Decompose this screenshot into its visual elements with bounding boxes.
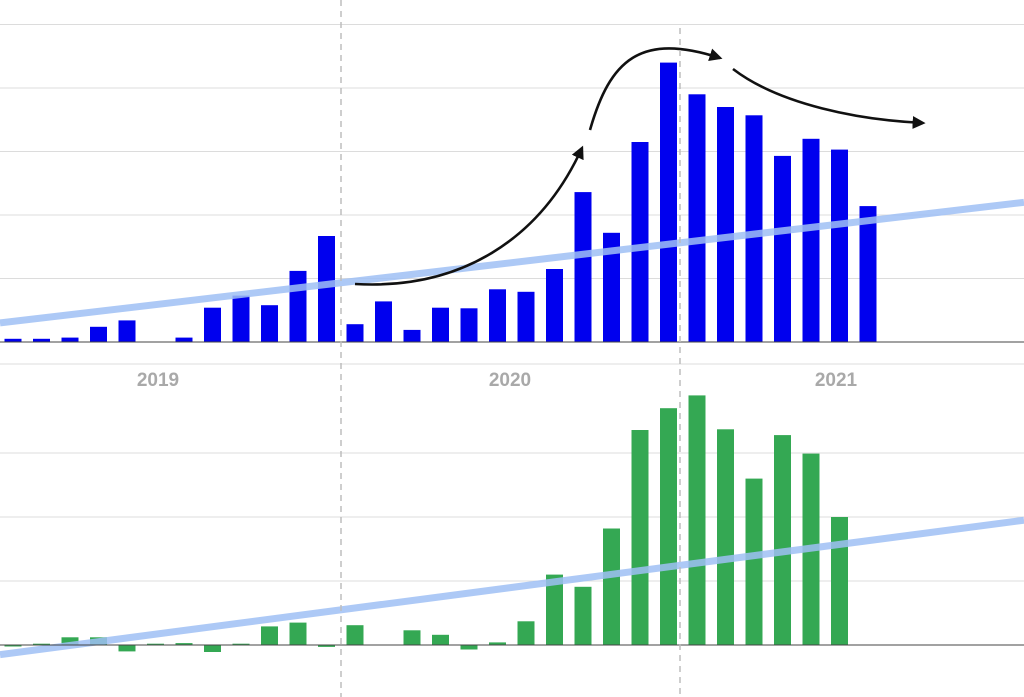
top-bar [403, 329, 421, 342]
top-bar [631, 142, 649, 342]
curved-arrow-decline [732, 67, 926, 129]
bottom-bar [489, 642, 506, 645]
x-axis-year-labels: 2019 2020 2021 [137, 370, 858, 391]
bottom-trend-line [0, 516, 1024, 659]
top-bar [232, 295, 250, 342]
top-bar [603, 232, 620, 342]
trend-annotation-arrows [354, 47, 926, 286]
top-bar [346, 324, 364, 342]
bottom-bar [717, 429, 734, 645]
top-bar [118, 320, 136, 342]
bottom-gridlines [0, 452, 1024, 582]
top-bar [33, 338, 50, 342]
bottom-bar [774, 435, 791, 645]
top-bar [802, 138, 820, 342]
top-bar [289, 270, 307, 342]
top-trend-line [0, 198, 1024, 327]
bottom-bar [831, 517, 848, 645]
bottom-bar [318, 645, 335, 647]
top-bar [717, 107, 734, 342]
tick-label-2019: 2019 [137, 370, 179, 391]
bottom-bar [517, 621, 535, 645]
top-bar [688, 94, 706, 342]
tick-label-2021: 2021 [815, 370, 858, 391]
top-bar [90, 326, 107, 342]
top-bar [489, 289, 506, 342]
top-bar [460, 308, 478, 342]
bottom-bar [346, 625, 364, 645]
tick-label-2020: 2020 [489, 370, 531, 391]
top-bar [859, 206, 877, 342]
bottom-bar [688, 395, 706, 645]
top-bar [61, 337, 79, 342]
top-bar [546, 269, 563, 342]
top-bar [574, 192, 592, 342]
bottom-bar [118, 645, 136, 652]
bottom-bar [603, 528, 620, 645]
bottom-bar [147, 643, 164, 646]
top-gridlines [0, 24, 1024, 365]
top-bar [774, 155, 791, 342]
curved-arrow-peak [588, 47, 723, 131]
bottom-bars [4, 395, 848, 652]
bottom-bar [175, 643, 193, 645]
top-bar [432, 307, 449, 342]
top-bar-chart [0, 24, 1024, 365]
bottom-bar [33, 643, 50, 646]
bottom-bar [289, 622, 307, 645]
bottom-bar [745, 478, 763, 645]
bottom-bar [4, 645, 22, 647]
bottom-bar [460, 645, 478, 650]
curved-arrow-growth [354, 145, 584, 286]
top-bar [831, 149, 848, 342]
top-bar [660, 62, 677, 342]
bottom-bar [631, 430, 649, 645]
bottom-bar [261, 626, 278, 645]
bottom-bar [61, 637, 79, 645]
top-bar [375, 301, 392, 342]
bottom-bar [660, 408, 677, 645]
bottom-bar [232, 643, 250, 646]
top-bar [517, 291, 535, 342]
top-bar [175, 337, 193, 342]
top-bar [261, 305, 278, 342]
bottom-bar [204, 645, 221, 652]
bottom-bar [574, 586, 592, 645]
bottom-bar-chart [0, 395, 1024, 659]
bottom-bar [432, 634, 449, 645]
top-bar [204, 307, 221, 342]
bottom-bar [403, 630, 421, 645]
top-bar [745, 115, 763, 342]
bottom-bar [546, 574, 563, 645]
top-bar [4, 338, 22, 342]
top-bar [318, 236, 335, 342]
top-bars [4, 62, 877, 342]
